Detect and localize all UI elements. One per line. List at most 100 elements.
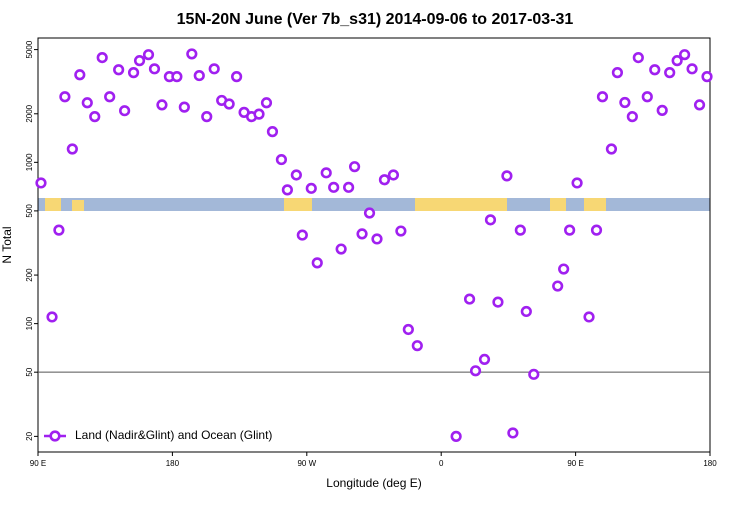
y-tick-label: 2000 <box>25 104 34 122</box>
data-point <box>305 182 317 194</box>
data-point <box>171 71 183 83</box>
data-point <box>133 55 146 67</box>
data-point <box>142 49 155 61</box>
data-point <box>148 63 161 75</box>
data-point <box>81 97 93 109</box>
data-point <box>679 49 691 61</box>
land-patch <box>584 198 606 211</box>
data-point <box>193 69 205 82</box>
data-point <box>649 64 661 76</box>
data-point <box>208 63 220 75</box>
data-point <box>59 91 71 103</box>
data-point <box>290 169 302 181</box>
data-point <box>402 323 414 336</box>
y-tick-label: 100 <box>25 316 34 330</box>
data-point <box>656 104 668 116</box>
chart-title: 15N-20N June (Ver 7b_s31) 2014-09-06 to … <box>177 11 574 28</box>
data-point <box>387 169 400 181</box>
data-point <box>596 91 609 103</box>
data-point <box>626 111 638 123</box>
map-strip <box>38 198 710 211</box>
data-point <box>641 91 653 103</box>
data-point <box>89 111 101 123</box>
y-tick-label: 500 <box>25 204 34 218</box>
data-point <box>632 52 644 64</box>
data-point <box>363 207 376 219</box>
data-point <box>469 365 482 377</box>
data-point <box>686 63 698 75</box>
data-point <box>605 143 618 155</box>
data-point <box>611 67 624 79</box>
data-point <box>507 427 519 439</box>
data-point <box>564 224 576 236</box>
land-patch <box>72 200 84 211</box>
data-point <box>484 214 497 226</box>
y-tick-label: 5000 <box>25 40 34 58</box>
y-tick-label: 50 <box>25 367 34 376</box>
x-axis-label: Longitude (deg E) <box>326 476 421 490</box>
data-point <box>619 96 631 109</box>
legend-marker <box>49 430 61 442</box>
x-tick-label: 180 <box>703 459 717 468</box>
data-point <box>378 174 391 186</box>
data-point <box>119 105 131 117</box>
data-point <box>528 368 540 380</box>
data-point <box>74 69 86 81</box>
data-point <box>478 353 491 366</box>
data-point <box>96 52 108 64</box>
y-axis-label: N Total <box>0 226 14 263</box>
data-point <box>201 111 213 123</box>
data-point <box>275 153 288 166</box>
data-point <box>178 101 190 113</box>
data-point <box>492 296 504 308</box>
x-tick-label: 90 E <box>30 459 46 468</box>
data-point <box>281 184 293 196</box>
legend-label: Land (Nadir&Glint) and Ocean (Glint) <box>75 428 272 442</box>
data-point <box>66 143 78 155</box>
data-point <box>520 305 532 318</box>
data-point <box>156 99 168 111</box>
data-point <box>260 97 273 109</box>
x-tick-label: 180 <box>166 459 180 468</box>
plot-frame <box>37 37 711 453</box>
data-point <box>348 161 361 173</box>
data-point <box>46 311 58 323</box>
land-patch <box>550 198 566 211</box>
data-point <box>53 224 65 236</box>
data-point <box>590 224 603 236</box>
data-point <box>335 243 347 255</box>
data-point <box>320 167 332 179</box>
data-point <box>35 177 47 189</box>
ocean-strip <box>38 198 710 211</box>
data-point <box>450 430 462 442</box>
data-point <box>231 71 243 83</box>
x-tick-label: 90 E <box>567 459 583 468</box>
data-point <box>395 225 407 237</box>
data-point <box>104 91 116 103</box>
data-point <box>463 293 476 305</box>
data-point <box>693 99 706 111</box>
data-point <box>311 257 323 269</box>
data-point <box>558 263 570 275</box>
land-patch <box>415 198 507 211</box>
y-tick-label: 200 <box>25 268 34 282</box>
data-point <box>701 71 713 83</box>
land-patch <box>45 198 61 211</box>
data-point <box>328 181 340 193</box>
data-point <box>127 67 140 79</box>
y-tick-label: 1000 <box>25 153 34 171</box>
data-point <box>514 224 526 236</box>
x-tick-label: 90 W <box>297 459 316 468</box>
data-point <box>266 126 279 138</box>
data-point <box>356 228 368 240</box>
data-point <box>411 340 423 352</box>
data-point <box>113 64 125 76</box>
data-point <box>571 177 583 189</box>
data-point <box>371 233 383 245</box>
data-point <box>552 280 564 292</box>
data-point <box>296 229 308 241</box>
data-point <box>671 55 683 67</box>
data-point <box>343 181 355 193</box>
